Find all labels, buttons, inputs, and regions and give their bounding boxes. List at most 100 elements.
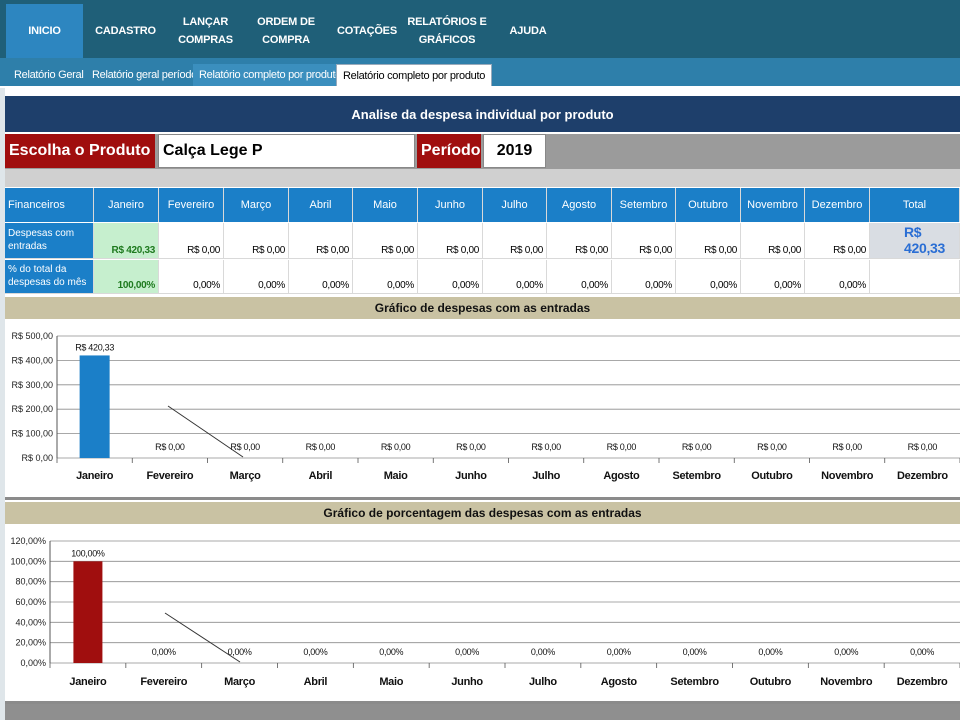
tab-ajuda[interactable]: AJUDA (509, 25, 547, 37)
table-header-row: Financeiros Janeiro Fevereiro Março Abri… (5, 188, 960, 222)
total-value[interactable]: R$ 420,33 (870, 223, 960, 259)
header-month: Junho (418, 188, 483, 222)
x-tick-label: Novembro (821, 470, 874, 482)
y-tick-label: R$ 400,00 (11, 355, 53, 365)
table-row-despesas: Despesas com entradas R$ 420,33 R$ 0,00 … (5, 223, 960, 259)
data-label: 0,00% (834, 647, 858, 657)
table-cell[interactable]: 0,00% (224, 260, 289, 294)
annotation-line (167, 405, 244, 458)
table-cell[interactable]: R$ 0,00 (805, 223, 870, 259)
table-cell[interactable]: 0,00% (805, 260, 870, 294)
data-label: R$ 0,00 (306, 442, 336, 452)
table-cell[interactable]: R$ 0,00 (547, 223, 612, 259)
subtab-relatorio-completo-produto-2[interactable]: Relatório completo por produto (336, 64, 493, 86)
data-label: 0,00% (683, 647, 707, 657)
subtab-relatorio-geral-periodo[interactable]: Relatório geral período (92, 69, 198, 81)
x-tick-label: Junho (455, 470, 487, 482)
tab-relatorios-graficos[interactable]: RELATÓRIOS E GRÁFICOS (407, 16, 487, 46)
data-label: 0,00% (607, 647, 631, 657)
x-tick-label: Dezembro (897, 676, 948, 688)
data-label: R$ 0,00 (607, 442, 637, 452)
y-tick-label: 0,00% (20, 658, 46, 668)
table-cell[interactable]: 0,00% (289, 260, 353, 294)
table-cell[interactable]: R$ 0,00 (289, 223, 353, 259)
data-label: 0,00% (303, 647, 327, 657)
data-label: R$ 0,00 (832, 442, 862, 452)
table-cell[interactable]: R$ 0,00 (159, 223, 224, 259)
tab-inicio[interactable]: INICIO (6, 4, 83, 58)
chart1-area: R$ 0,00 R$ 100,00 R$ 200,00 R$ 300,00 R$ 400… (5, 320, 960, 500)
y-tick-label: 40,00% (15, 617, 46, 627)
data-label: 0,00% (152, 647, 176, 657)
header-month: Setembro (612, 188, 676, 222)
header-month: Outubro (676, 188, 741, 222)
tab-lancar-compras[interactable]: LANÇAR COMPRAS (178, 16, 233, 46)
data-label: 0,00% (531, 647, 555, 657)
header-month: Maio (353, 188, 418, 222)
table-cell[interactable]: R$ 0,00 (612, 223, 676, 259)
table-cell-empty[interactable] (870, 260, 960, 294)
subtab-relatorio-geral[interactable]: Relatório Geral (14, 69, 84, 81)
table-cell[interactable]: 100,00% (94, 260, 159, 294)
x-tick-label: Outubro (750, 676, 792, 688)
table-cell[interactable]: 0,00% (612, 260, 676, 294)
table-cell[interactable]: R$ 0,00 (353, 223, 418, 259)
data-label: R$ 0,00 (531, 442, 561, 452)
header-financeiros: Financeiros (5, 188, 94, 222)
x-tick-label: Julho (532, 470, 560, 482)
header-month: Fevereiro (159, 188, 224, 222)
header-month: Dezembro (805, 188, 870, 222)
header-month: Agosto (547, 188, 612, 222)
data-label: 0,00% (910, 647, 934, 657)
table-cell[interactable]: 0,00% (676, 260, 741, 294)
table-cell[interactable]: 0,00% (353, 260, 418, 294)
table-cell[interactable]: R$ 0,00 (418, 223, 483, 259)
table-cell[interactable]: 0,00% (159, 260, 224, 294)
tab-cotacoes[interactable]: COTAÇÕES (337, 25, 397, 37)
table-cell[interactable]: R$ 0,00 (676, 223, 741, 259)
table-cell[interactable]: R$ 0,00 (741, 223, 805, 259)
x-tick-label: Outubro (751, 470, 793, 482)
table-cell[interactable]: R$ 420,33 (94, 223, 159, 259)
period-select[interactable]: 2019 (483, 134, 546, 168)
tab-ordem-de-compra[interactable]: ORDEM DE COMPRA (257, 16, 315, 46)
x-tick-label: Março (230, 470, 261, 482)
data-label: R$ 0,00 (155, 442, 185, 452)
product-selector-row: Escolha o Produto Calça Lege P Período 2… (5, 134, 960, 169)
data-label: 0,00% (228, 647, 252, 657)
data-label: R$ 0,00 (908, 442, 938, 452)
spacer-row (5, 169, 960, 187)
data-label: R$ 0,00 (757, 442, 787, 452)
subtab-relatorio-completo-produto-1[interactable]: Relatório completo por produto (193, 64, 348, 86)
header-month: Novembro (741, 188, 805, 222)
table-row-percent: % do total da despesas do mês 100,00% 0,… (5, 260, 960, 294)
y-tick-label: 80,00% (15, 577, 46, 587)
y-tick-label: 20,00% (15, 638, 46, 648)
tab-cadastro[interactable]: CADASTRO (95, 25, 156, 37)
y-tick-label: R$ 300,00 (11, 380, 53, 390)
data-label: R$ 0,00 (381, 442, 411, 452)
sheet-left-edge (0, 88, 5, 720)
product-label: Escolha o Produto (5, 134, 155, 168)
sub-tabs: Relatório Geral Relatório geral período … (0, 58, 960, 88)
data-label: 0,00% (455, 647, 479, 657)
table-cell[interactable]: 0,00% (418, 260, 483, 294)
x-tick-label: Fevereiro (146, 470, 193, 482)
product-select[interactable]: Calça Lege P (158, 134, 415, 168)
table-cell[interactable]: R$ 0,00 (224, 223, 289, 259)
report-sheet: Analise da despesa individual por produt… (5, 96, 960, 720)
ribbon-menu: INICIO CADASTRO LANÇAR COMPRAS ORDEM DE … (0, 0, 960, 58)
expense-bar-chart: R$ 0,00 R$ 100,00 R$ 200,00 R$ 300,00 R$ 400… (11, 331, 960, 482)
chart2-area: 0,00% 20,00% 40,00% 60,00% 80,00% 100,00% 120,… (5, 525, 960, 704)
data-label: 0,00% (379, 647, 403, 657)
period-label: Período (417, 134, 481, 168)
table-cell[interactable]: 0,00% (741, 260, 805, 294)
table-cell[interactable]: 0,00% (483, 260, 547, 294)
table-cell[interactable]: R$ 0,00 (483, 223, 547, 259)
x-tick-label: Maio (384, 470, 408, 482)
percent-bar-chart: 0,00% 20,00% 40,00% 60,00% 80,00% 100,00% 120,… (10, 536, 960, 688)
table-cell[interactable]: 0,00% (547, 260, 612, 294)
data-label: 0,00% (758, 647, 782, 657)
x-tick-label: Janeiro (69, 676, 107, 688)
y-tick-label: 60,00% (15, 597, 46, 607)
